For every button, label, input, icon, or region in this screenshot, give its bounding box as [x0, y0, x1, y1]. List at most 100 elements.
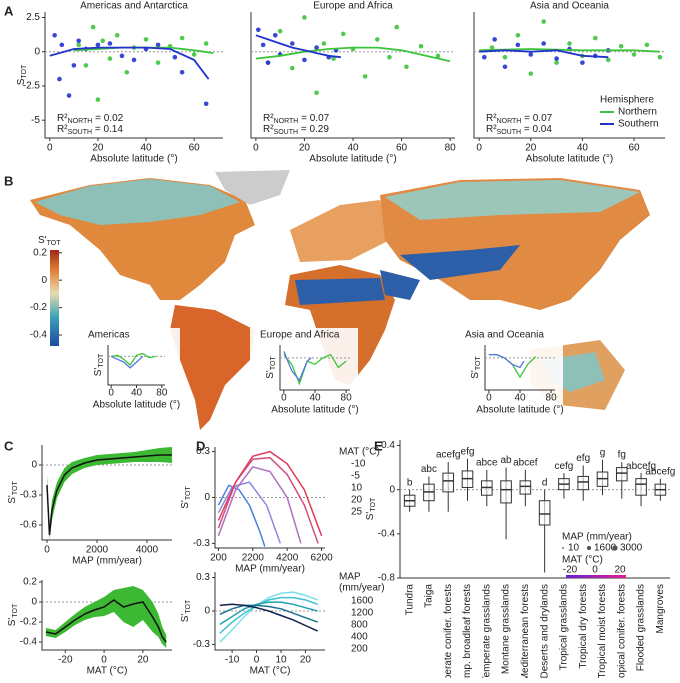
line [46, 454, 172, 536]
legend-title: MAT (°C) [562, 555, 603, 566]
x-tick-label: 40 [577, 143, 589, 154]
line [283, 351, 312, 382]
legend-label: -5 [351, 471, 360, 482]
fit-line [49, 46, 210, 80]
line [111, 352, 156, 366]
point [260, 42, 266, 48]
annotation: R²SOUTH = 0.29 [263, 124, 329, 137]
x-axis-label: Absolute latitude (°) [309, 154, 396, 165]
point [155, 42, 161, 48]
x-tick-label: Tundra [404, 584, 415, 616]
axis-line [41, 445, 172, 541]
point [567, 41, 572, 46]
canada [35, 179, 240, 225]
y-axis-label-part: S' [470, 370, 481, 379]
annotation-part: R² [263, 124, 274, 135]
x-tick-label: 60 [189, 143, 201, 154]
y-axis-label-part: TOT [185, 486, 192, 501]
legend-title: MAP (mm/year) [562, 532, 632, 543]
y-tick-label: 0.3 [196, 572, 210, 583]
y-tick-label: -0.4 [20, 637, 38, 648]
line [219, 604, 318, 623]
point [541, 41, 546, 46]
point [90, 24, 96, 30]
annotation: R²SOUTH = 0.04 [486, 124, 552, 137]
y-tick-label: 0 [389, 484, 395, 495]
chart-title: Europe and Africa [260, 330, 340, 341]
point [272, 32, 278, 38]
point [502, 54, 508, 60]
x-tick-label: 4200 [276, 553, 299, 564]
fit-line [255, 34, 342, 59]
x-tick-label: 80 [445, 143, 457, 154]
point [631, 52, 637, 57]
x-tick-label: -20 [58, 655, 73, 666]
x-tick-label: 80 [341, 393, 353, 404]
point [541, 19, 546, 24]
line [45, 599, 167, 643]
point [76, 42, 81, 48]
y-tick-label: 0.3 [196, 446, 210, 457]
x-tick-label: Tropical grasslands [559, 584, 570, 670]
color-legend-label: 0 [592, 565, 598, 576]
point [124, 69, 130, 75]
annotation: R²NORTH = 0.07 [263, 113, 330, 126]
point [593, 35, 598, 41]
y-axis-label-part: TOT [21, 64, 28, 79]
y-axis-label-part: S' [7, 618, 18, 627]
legend-label: 1600 [351, 596, 374, 607]
confidence-band [45, 586, 167, 648]
significance-letters: d [542, 477, 548, 488]
size-legend-label: 10 [568, 543, 580, 554]
y-axis-label-part: S' [365, 512, 376, 521]
annotation-part: NORTH [497, 118, 522, 125]
point [394, 24, 400, 30]
x-tick-label: Mediterranean forests [520, 584, 531, 678]
y-tick-label: 2.5 [26, 12, 40, 23]
point [57, 76, 62, 82]
fit-line [479, 48, 660, 53]
y-axis-label: S'TOT [180, 486, 193, 509]
significance-letters: abcef [513, 457, 538, 468]
point [605, 57, 611, 63]
central-asia-desert [400, 245, 520, 280]
x-tick-label: 0 [108, 388, 114, 399]
box [538, 500, 551, 526]
panel-label: A [4, 3, 14, 18]
legend-title: Hemisphere [600, 95, 654, 106]
y-axis-label: S'TOT [365, 497, 378, 520]
x-axis-label: Absolute latitude (°) [93, 400, 180, 411]
annotation-part: SOUTH [68, 129, 93, 136]
annotation-part: SOUTH [497, 129, 522, 136]
x-tick-label: 40 [140, 143, 152, 154]
color-legend-label: -20 [563, 565, 578, 576]
point [255, 27, 261, 33]
point [179, 35, 185, 41]
point [528, 52, 534, 57]
point [289, 41, 295, 46]
y-axis-label-part: TOT [370, 497, 377, 512]
legend-label: 25 [351, 507, 363, 518]
color-legend-label: 20 [614, 565, 626, 576]
x-tick-label: 40 [309, 393, 321, 404]
annotation-part: = 0.14 [92, 124, 123, 135]
legend-label: 1200 [351, 608, 374, 619]
x-axis-label: MAT (°C) [87, 666, 128, 677]
axis-line [279, 345, 350, 391]
y-axis-label: STOT [16, 64, 29, 85]
x-axis-label: Absolute latitude (°) [476, 405, 563, 416]
x-tick-label: 0 [44, 545, 50, 556]
point [644, 42, 650, 48]
x-tick-label: 60 [628, 143, 640, 154]
y-axis-label-part: TOT [12, 481, 19, 496]
point [657, 54, 663, 60]
line [219, 601, 318, 626]
y-axis-label: S'TOT [265, 356, 278, 379]
point [265, 60, 271, 65]
point [277, 28, 283, 34]
x-tick-label: 2000 [86, 545, 109, 556]
x-tick-label: 4000 [136, 545, 159, 556]
x-tick-label: 60 [396, 143, 408, 154]
annotation-part: R² [486, 113, 497, 124]
significance-letters: abc [421, 464, 437, 475]
